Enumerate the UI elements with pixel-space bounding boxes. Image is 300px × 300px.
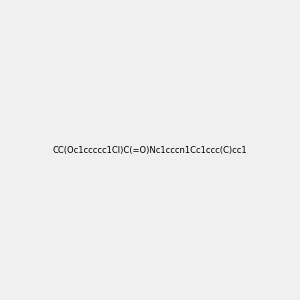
Text: CC(Oc1ccccc1Cl)C(=O)Nc1cccn1Cc1ccc(C)cc1: CC(Oc1ccccc1Cl)C(=O)Nc1cccn1Cc1ccc(C)cc1 — [53, 146, 247, 154]
